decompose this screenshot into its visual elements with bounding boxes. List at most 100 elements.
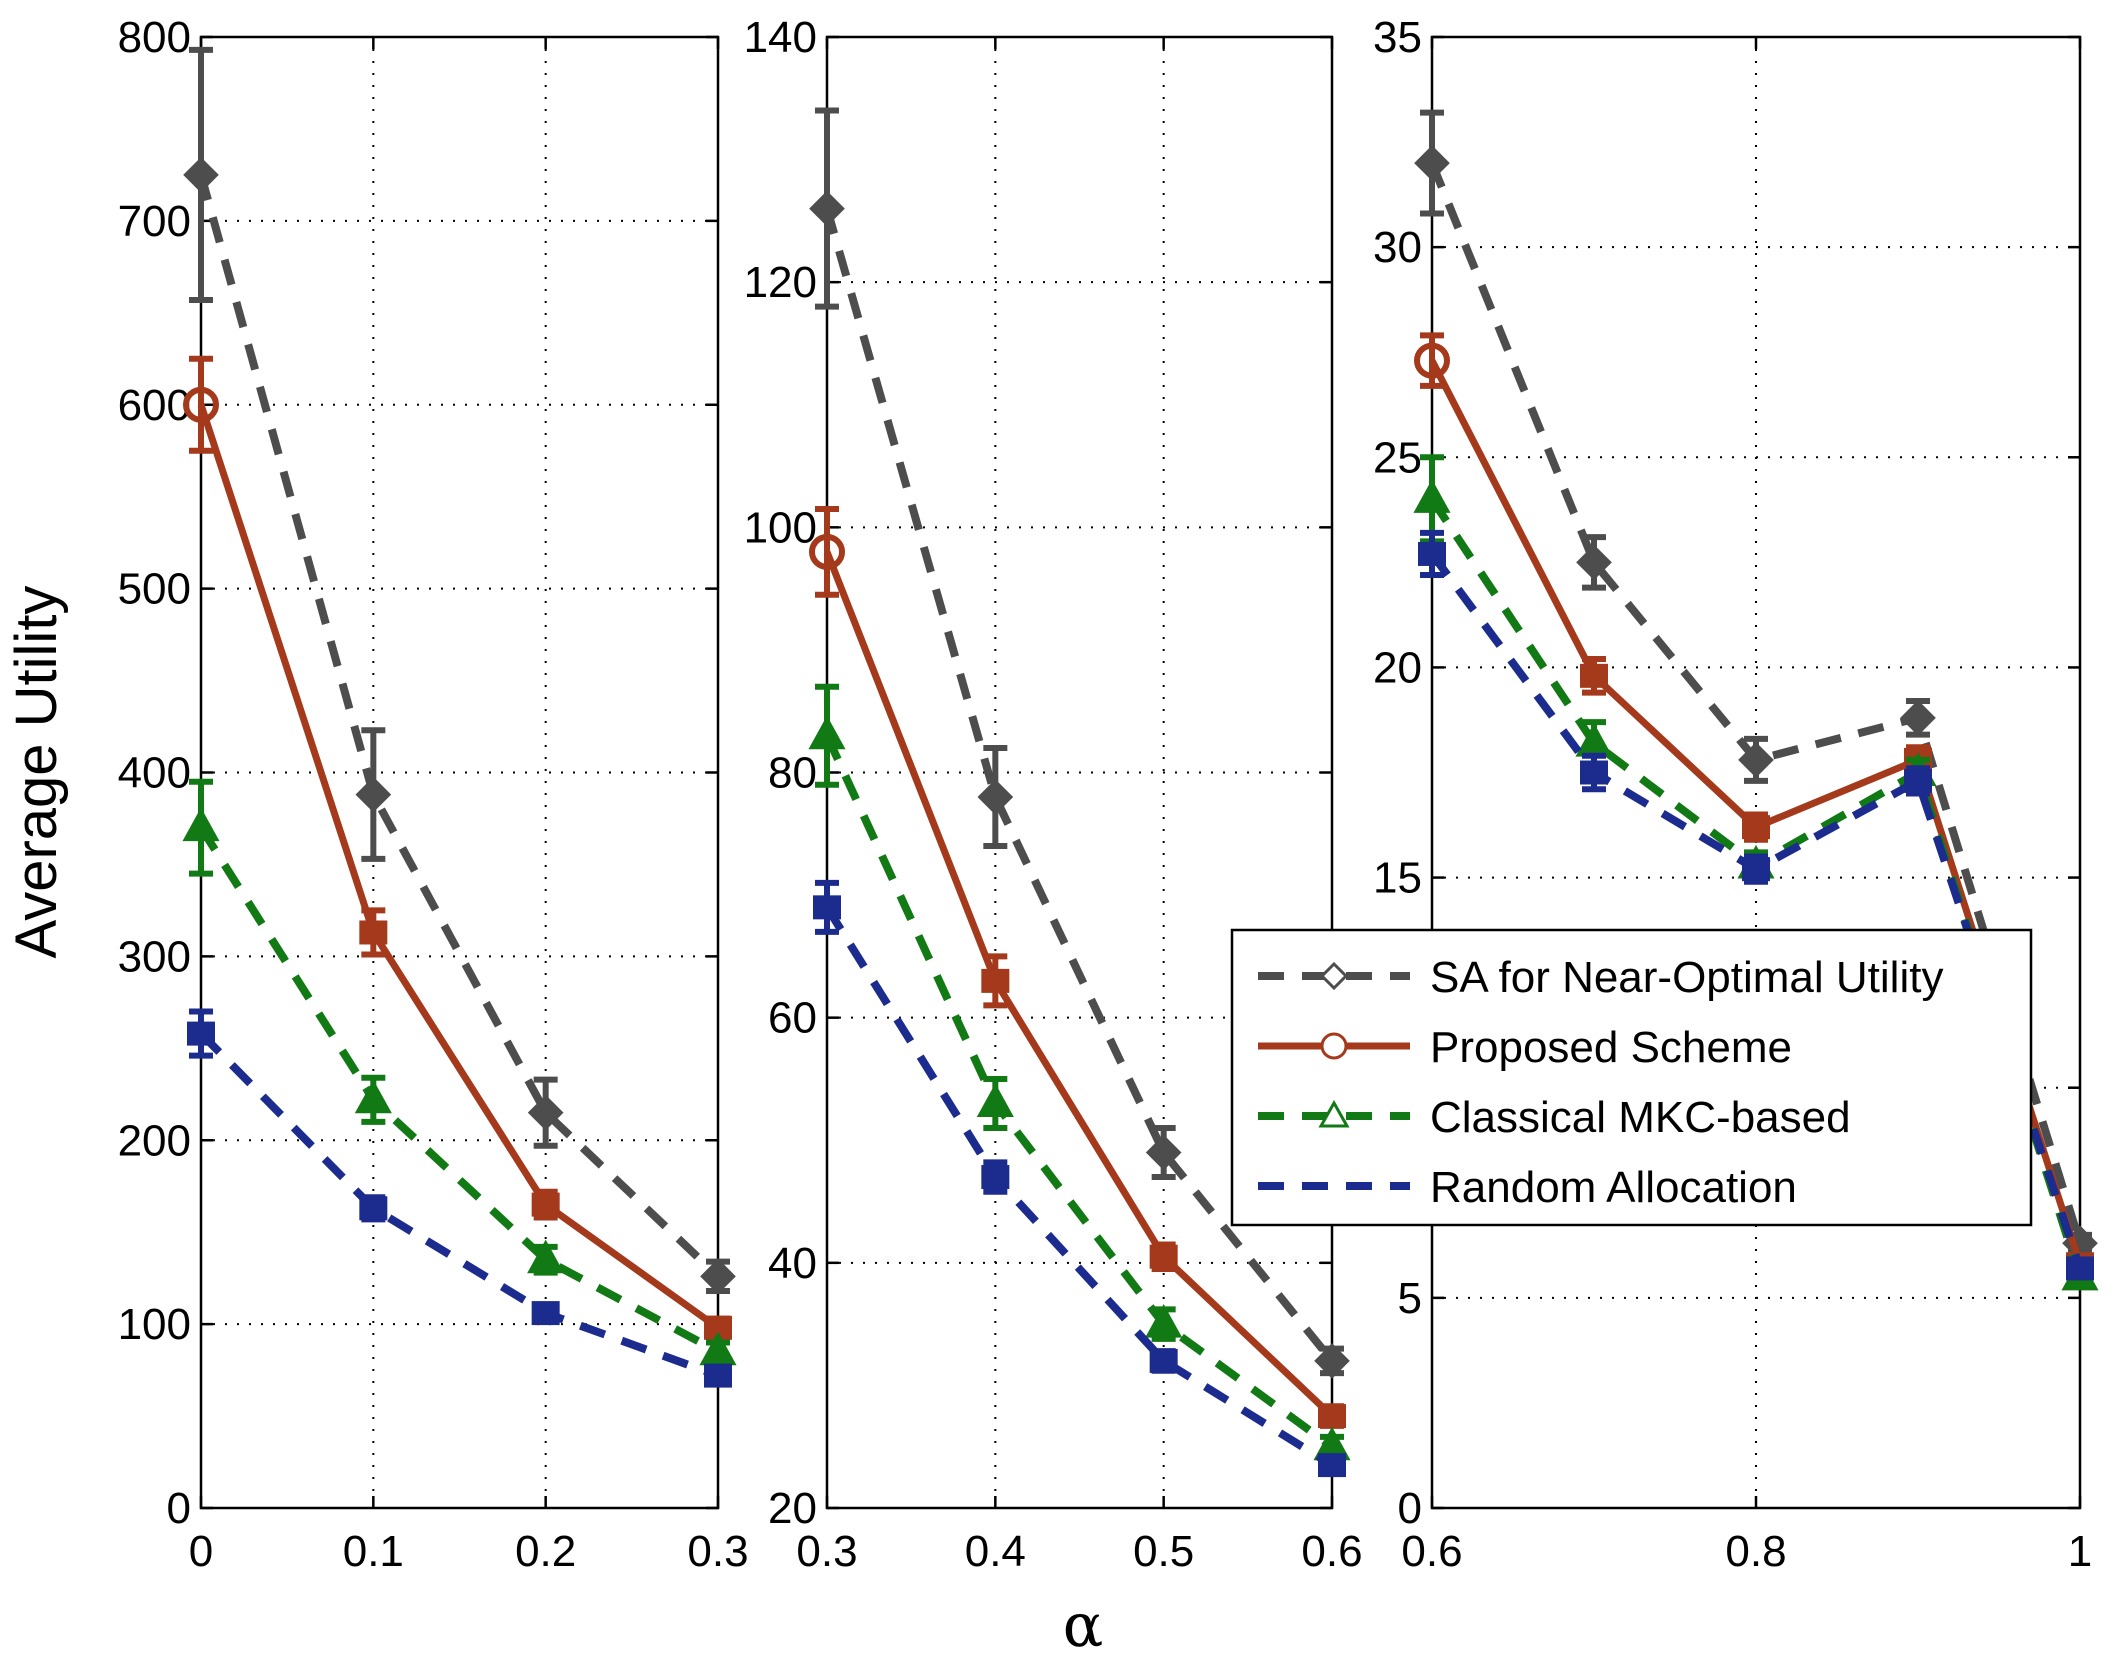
data-point [981,1165,1010,1190]
series-3 [187,1008,732,1388]
y-tick-label: 100 [118,1300,191,1349]
y-tick-label: 30 [1373,223,1422,272]
x-tick-label: 0.4 [965,1527,1026,1576]
series-1 [809,505,1346,1429]
data-point [1145,1134,1182,1171]
data-point [527,1239,565,1274]
data-point [1418,541,1446,566]
error-bar [189,355,213,454]
series-0 [809,107,1350,1379]
y-tick-label: 60 [768,994,817,1043]
data-point [187,1021,215,1046]
data-point [813,895,841,920]
data-point [1318,1404,1346,1429]
series-line [823,207,1336,1364]
y-axis-label: Average Utility [4,586,69,959]
data-point [981,968,1010,993]
series-line [198,1030,720,1380]
data-point [704,1363,732,1388]
legend-label: Proposed Scheme [1430,1023,1792,1072]
data-point [527,1094,564,1131]
data-point [700,1258,736,1295]
series-2 [808,683,1351,1461]
y-tick-label: 25 [1373,433,1422,482]
series-2 [182,778,737,1366]
data-point [1149,1348,1178,1373]
legend-marker-diamond [1319,961,1349,991]
legend: SA for Near-Optimal Utility Proposed Sche… [1230,928,2033,1227]
data-point [809,533,845,570]
data-point [355,776,392,813]
data-point [2066,1256,2094,1281]
y-tick-label: 300 [118,932,191,981]
series-line [197,403,721,1331]
plot-frame [199,35,720,1510]
data-point [1145,1304,1183,1338]
series-line [197,173,721,1280]
y-tick-label: 700 [118,197,191,246]
x-tick-label: 0.6 [1401,1527,1462,1576]
x-tick-label: 0.2 [515,1527,576,1576]
legend-label: Classical MKC-based [1430,1093,1851,1142]
series-line [823,905,1335,1469]
data-point [183,386,219,423]
x-tick-label: 0.6 [1301,1527,1362,1576]
y-tick-label: 80 [768,749,817,798]
series-3 [813,879,1346,1478]
legend-item: Random Allocation [1258,1163,1797,1212]
error-bar [815,505,839,598]
data-point [976,1083,1014,1117]
data-point [1900,700,1936,736]
x-tick-label: 0.3 [796,1527,857,1576]
data-point [182,807,220,842]
data-point [1742,815,1770,840]
series-line [823,550,1335,1419]
legend-item: Classical MKC-based [1258,1093,1851,1142]
legend-item: SA for Near-Optimal Utility [1258,953,1943,1002]
x-axis-label: α [1063,1591,1104,1656]
series-1 [183,355,732,1340]
legend-item: Proposed Scheme [1258,1023,1792,1072]
data-point [977,779,1014,815]
series-line [1428,161,2084,1245]
data-point [1414,342,1450,379]
data-point [359,920,388,945]
data-point [1318,1453,1346,1478]
y-tick-label: 35 [1373,13,1422,62]
y-tick-label: 20 [1373,643,1422,692]
data-point [809,190,845,227]
y-tick-label: 5 [1398,1274,1422,1323]
y-tick-label: 0 [1398,1484,1422,1533]
legend-marker-circle [1320,1032,1348,1060]
panel-middle: 20 40 60 80 100 120 140 0.3 0.4 0.5 0.6 [744,13,1363,1576]
data-point [531,1192,560,1217]
data-point [1738,742,1774,778]
data-point [1414,145,1450,181]
data-point [1580,663,1608,688]
y-tick-label: 20 [768,1484,817,1533]
data-point [1742,857,1770,882]
x-tick-label: 1 [2068,1527,2092,1576]
data-point [808,715,846,750]
y-tick-label: 15 [1373,854,1422,903]
data-point [1149,1244,1178,1269]
y-tick-label: 120 [744,258,817,307]
x-tick-label: 0 [189,1527,213,1576]
legend-label: SA for Near-Optimal Utility [1430,953,1943,1002]
x-tick-label: 0.3 [687,1527,748,1576]
y-tick-label: 400 [118,749,191,798]
legend-marker-triangle [1318,1099,1350,1128]
data-point [183,157,219,193]
legend-label: Random Allocation [1430,1163,1797,1212]
y-tick-label: 800 [118,13,191,62]
panel-right: 051015202530350.60.81 [1373,13,2099,1576]
data-point [1580,760,1608,785]
panel-left: 0 100 200 300 400 500 600 700 800 0 0.1 0.2 0.3 [118,13,749,1576]
y-tick-label: 500 [118,565,191,614]
y-tick-label: 0 [167,1484,191,1533]
y-tick-label: 40 [768,1239,817,1288]
x-tick-label: 0.5 [1133,1527,1194,1576]
y-tick-label: 140 [744,13,817,62]
series-0 [183,46,736,1295]
